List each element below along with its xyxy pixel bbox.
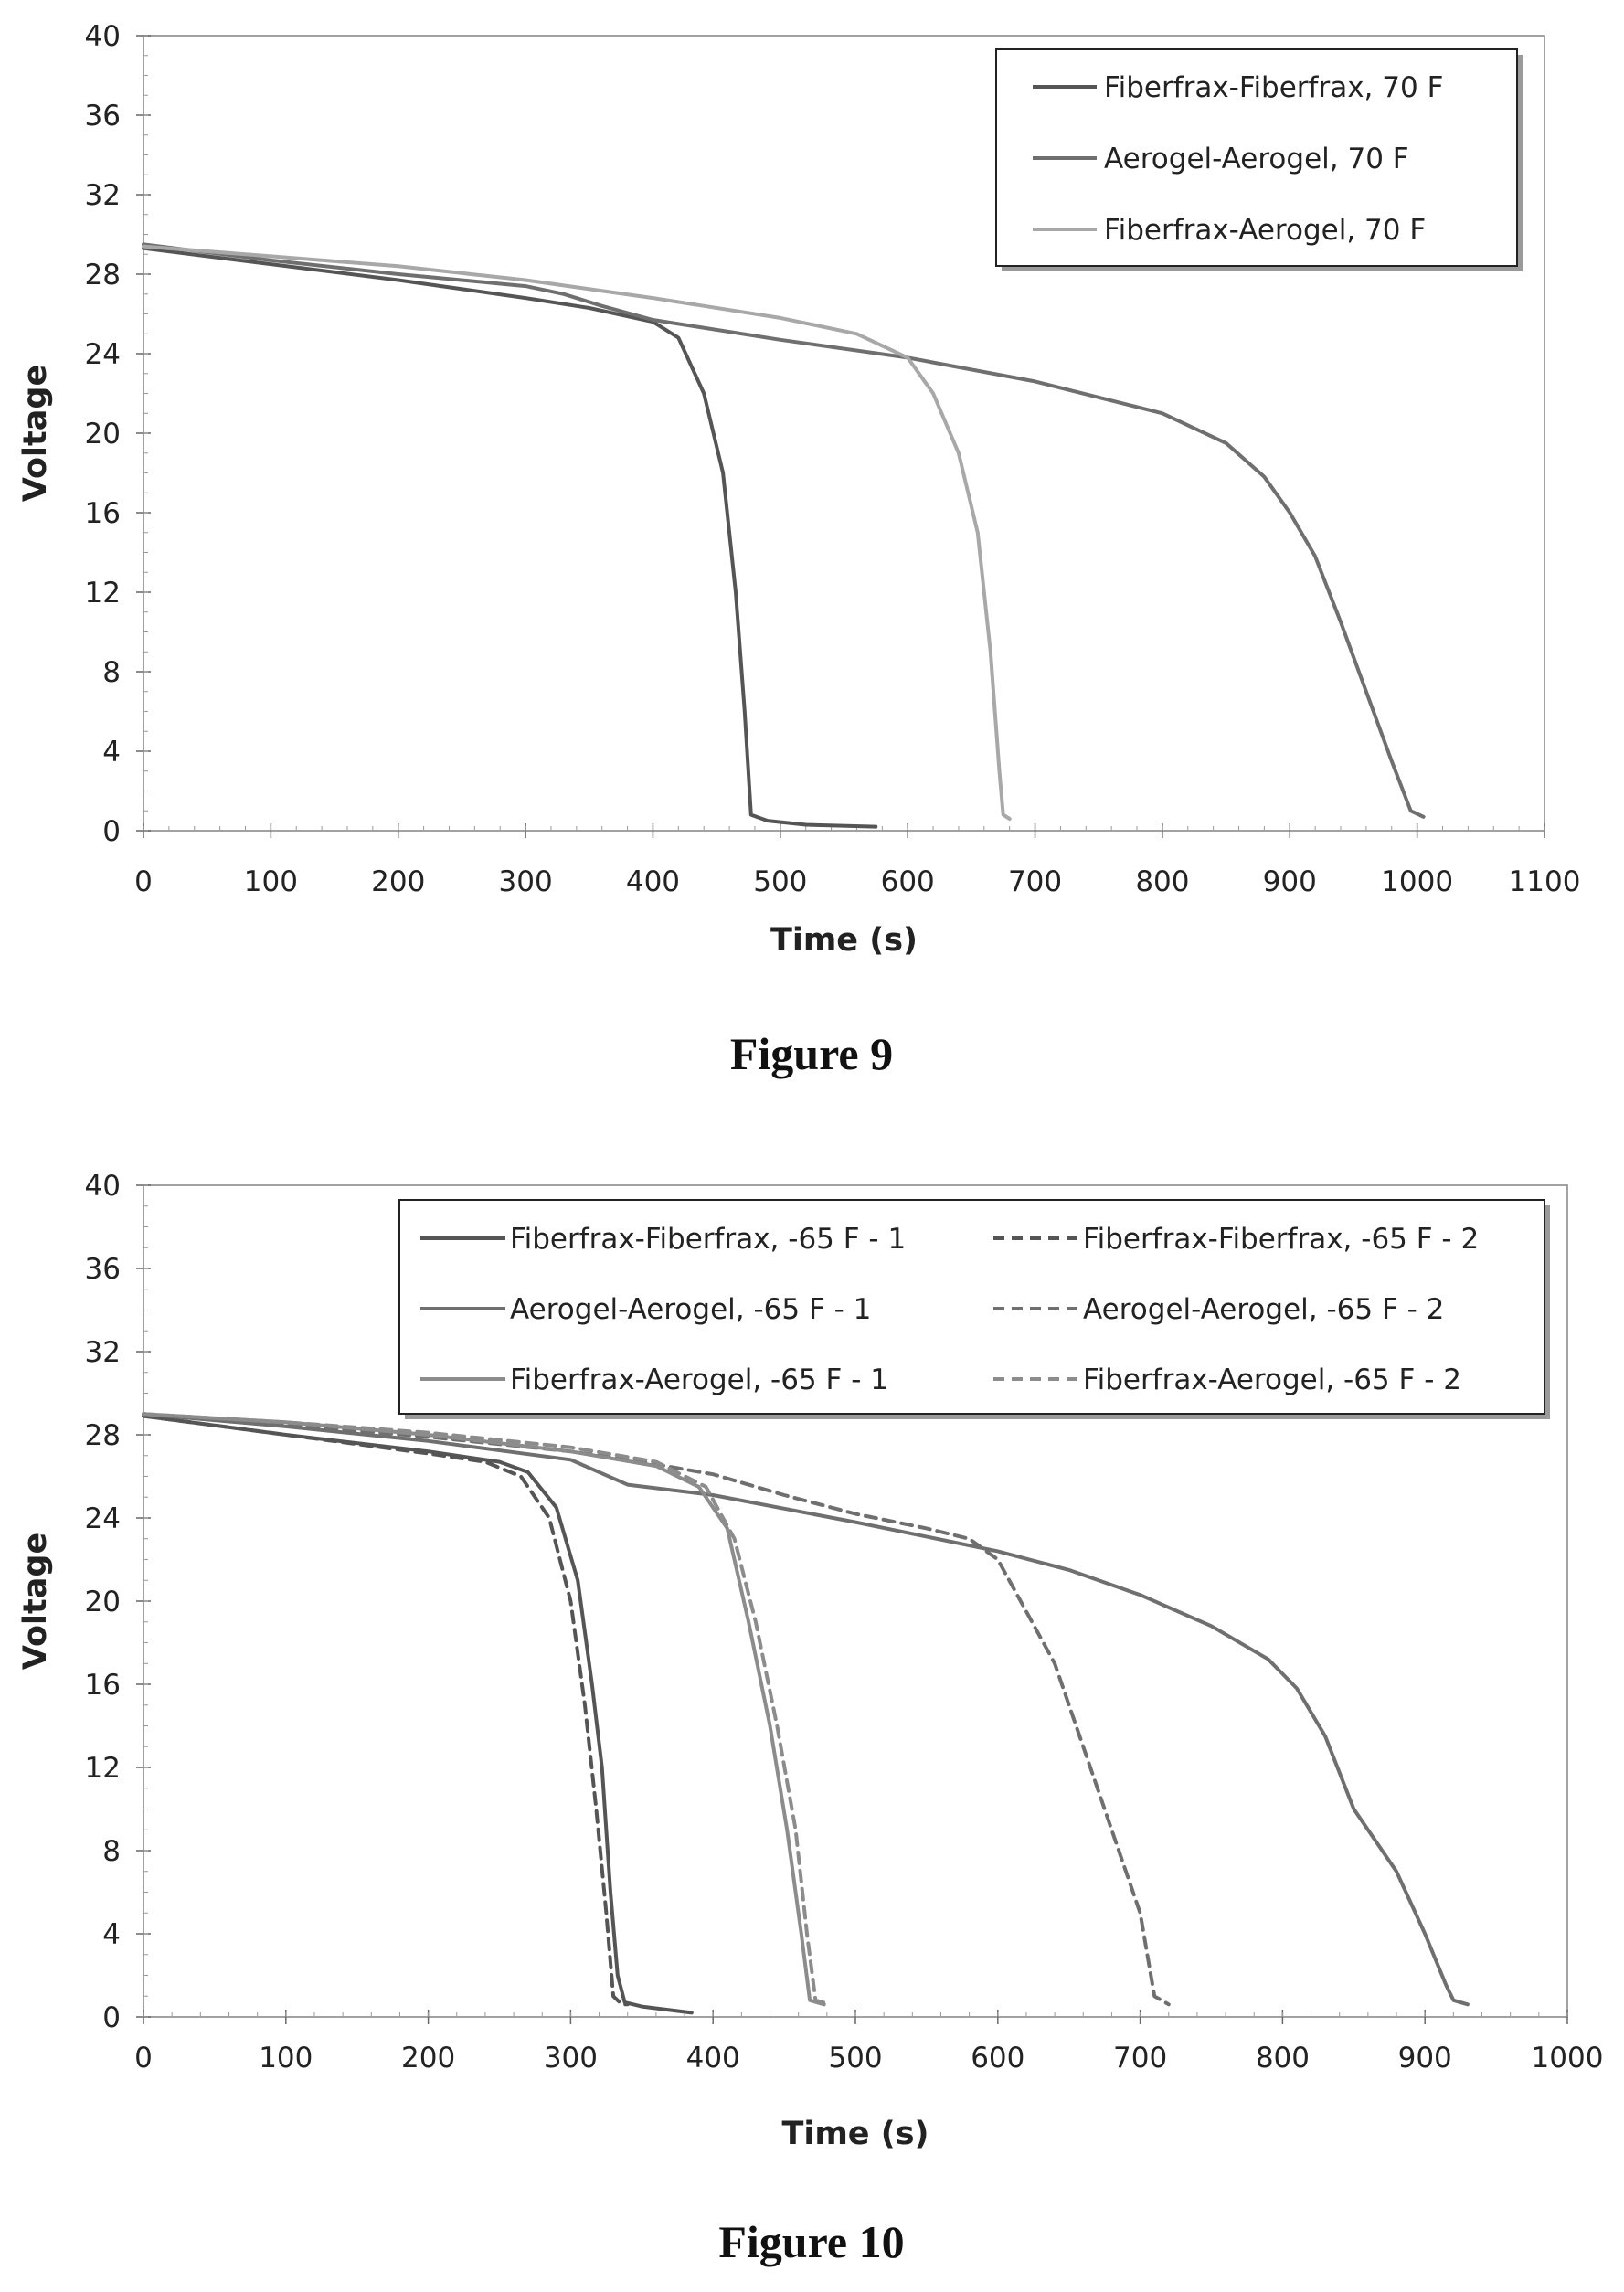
series-line-3 [142,1412,1470,2007]
y-tick-label: 12 [85,1752,121,1785]
x-tick-label: 600 [971,2042,1024,2074]
y-tick-label: 36 [85,100,121,133]
y-tick-label: 28 [85,1419,121,1452]
x-tick-label: 1000 [1381,865,1453,898]
legend-entry-1: Fiberfrax-Fiberfrax, -65 F - 1 [510,1223,906,1256]
y-tick-label: 12 [85,577,121,610]
x-tick-label: 1000 [1532,2042,1604,2074]
y-tick-label: 0 [102,815,121,848]
x-tick-label: 900 [1398,2042,1452,2074]
y-tick-label: 40 [85,20,121,53]
x-tick-label: 700 [1113,2042,1167,2074]
series-line-4 [142,1412,1171,2007]
x-tick-label: 200 [401,2042,455,2074]
series-line-2 [142,242,1426,819]
x-tick-label: 300 [544,2042,598,2074]
legend-entry-1: Fiberfrax-Fiberfrax, 70 F [1104,71,1443,104]
x-tick-label: 800 [1256,2042,1310,2074]
x-tick-label: 500 [828,2042,882,2074]
y-axis-title: Voltage [17,365,54,502]
x-tick-label: 500 [753,865,807,898]
legend-entry-4: Aerogel-Aerogel, -65 F - 2 [1083,1293,1444,1326]
x-tick-label: 200 [371,865,425,898]
y-tick-label: 8 [102,1835,121,1868]
x-tick-label: 300 [499,865,553,898]
legend-entry-3: Fiberfrax-Aerogel, 70 F [1104,214,1426,247]
series-line-1 [142,1414,694,2015]
y-tick-label: 24 [85,1502,121,1535]
y-tick-label: 32 [85,1336,121,1369]
legend-entry-6: Fiberfrax-Aerogel, -65 F - 2 [1083,1364,1461,1396]
y-tick-label: 40 [85,1170,121,1203]
y-tick-label: 16 [85,497,121,530]
x-tick-label: 1100 [1509,865,1581,898]
x-tick-label: 400 [626,865,680,898]
series-line-3 [142,244,1012,821]
series-line-6 [142,1412,832,2007]
x-tick-label: 900 [1263,865,1317,898]
x-axis-title: Time (s) [770,922,918,959]
series-line-2 [142,1414,630,2007]
y-tick-label: 4 [102,1918,121,1951]
y-tick-label: 36 [85,1253,121,1286]
legend-box [398,1199,1545,1415]
x-tick-label: 400 [686,2042,740,2074]
x-tick-label: 800 [1135,865,1189,898]
x-tick-label: 600 [881,865,935,898]
y-tick-label: 32 [85,179,121,212]
y-tick-label: 16 [85,1669,121,1702]
series-line-5 [142,1412,826,2007]
y-tick-label: 24 [85,338,121,371]
x-axis-title: Time (s) [781,2116,929,2152]
y-tick-label: 0 [102,2001,121,2034]
x-tick-label: 100 [259,2042,313,2074]
x-tick-label: 0 [134,865,153,898]
x-tick-label: 100 [244,865,298,898]
y-tick-label: 8 [102,656,121,689]
y-tick-label: 4 [102,736,121,769]
y-tick-label: 20 [85,1586,121,1618]
series-line-1 [142,246,878,829]
y-tick-label: 28 [85,259,121,292]
legend-entry-5: Fiberfrax-Aerogel, -65 F - 1 [510,1364,888,1396]
figure-caption: Figure 10 [718,2216,904,2267]
x-tick-label: 700 [1008,865,1062,898]
figure-caption: Figure 9 [730,1028,893,1079]
legend-entry-2: Fiberfrax-Fiberfrax, -65 F - 2 [1083,1223,1479,1256]
legend-entry-3: Aerogel-Aerogel, -65 F - 1 [510,1293,871,1326]
x-tick-label: 0 [134,2042,153,2074]
legend-entry-2: Aerogel-Aerogel, 70 F [1104,143,1409,175]
y-axis-title: Voltage [17,1533,54,1670]
y-tick-label: 20 [85,418,121,451]
